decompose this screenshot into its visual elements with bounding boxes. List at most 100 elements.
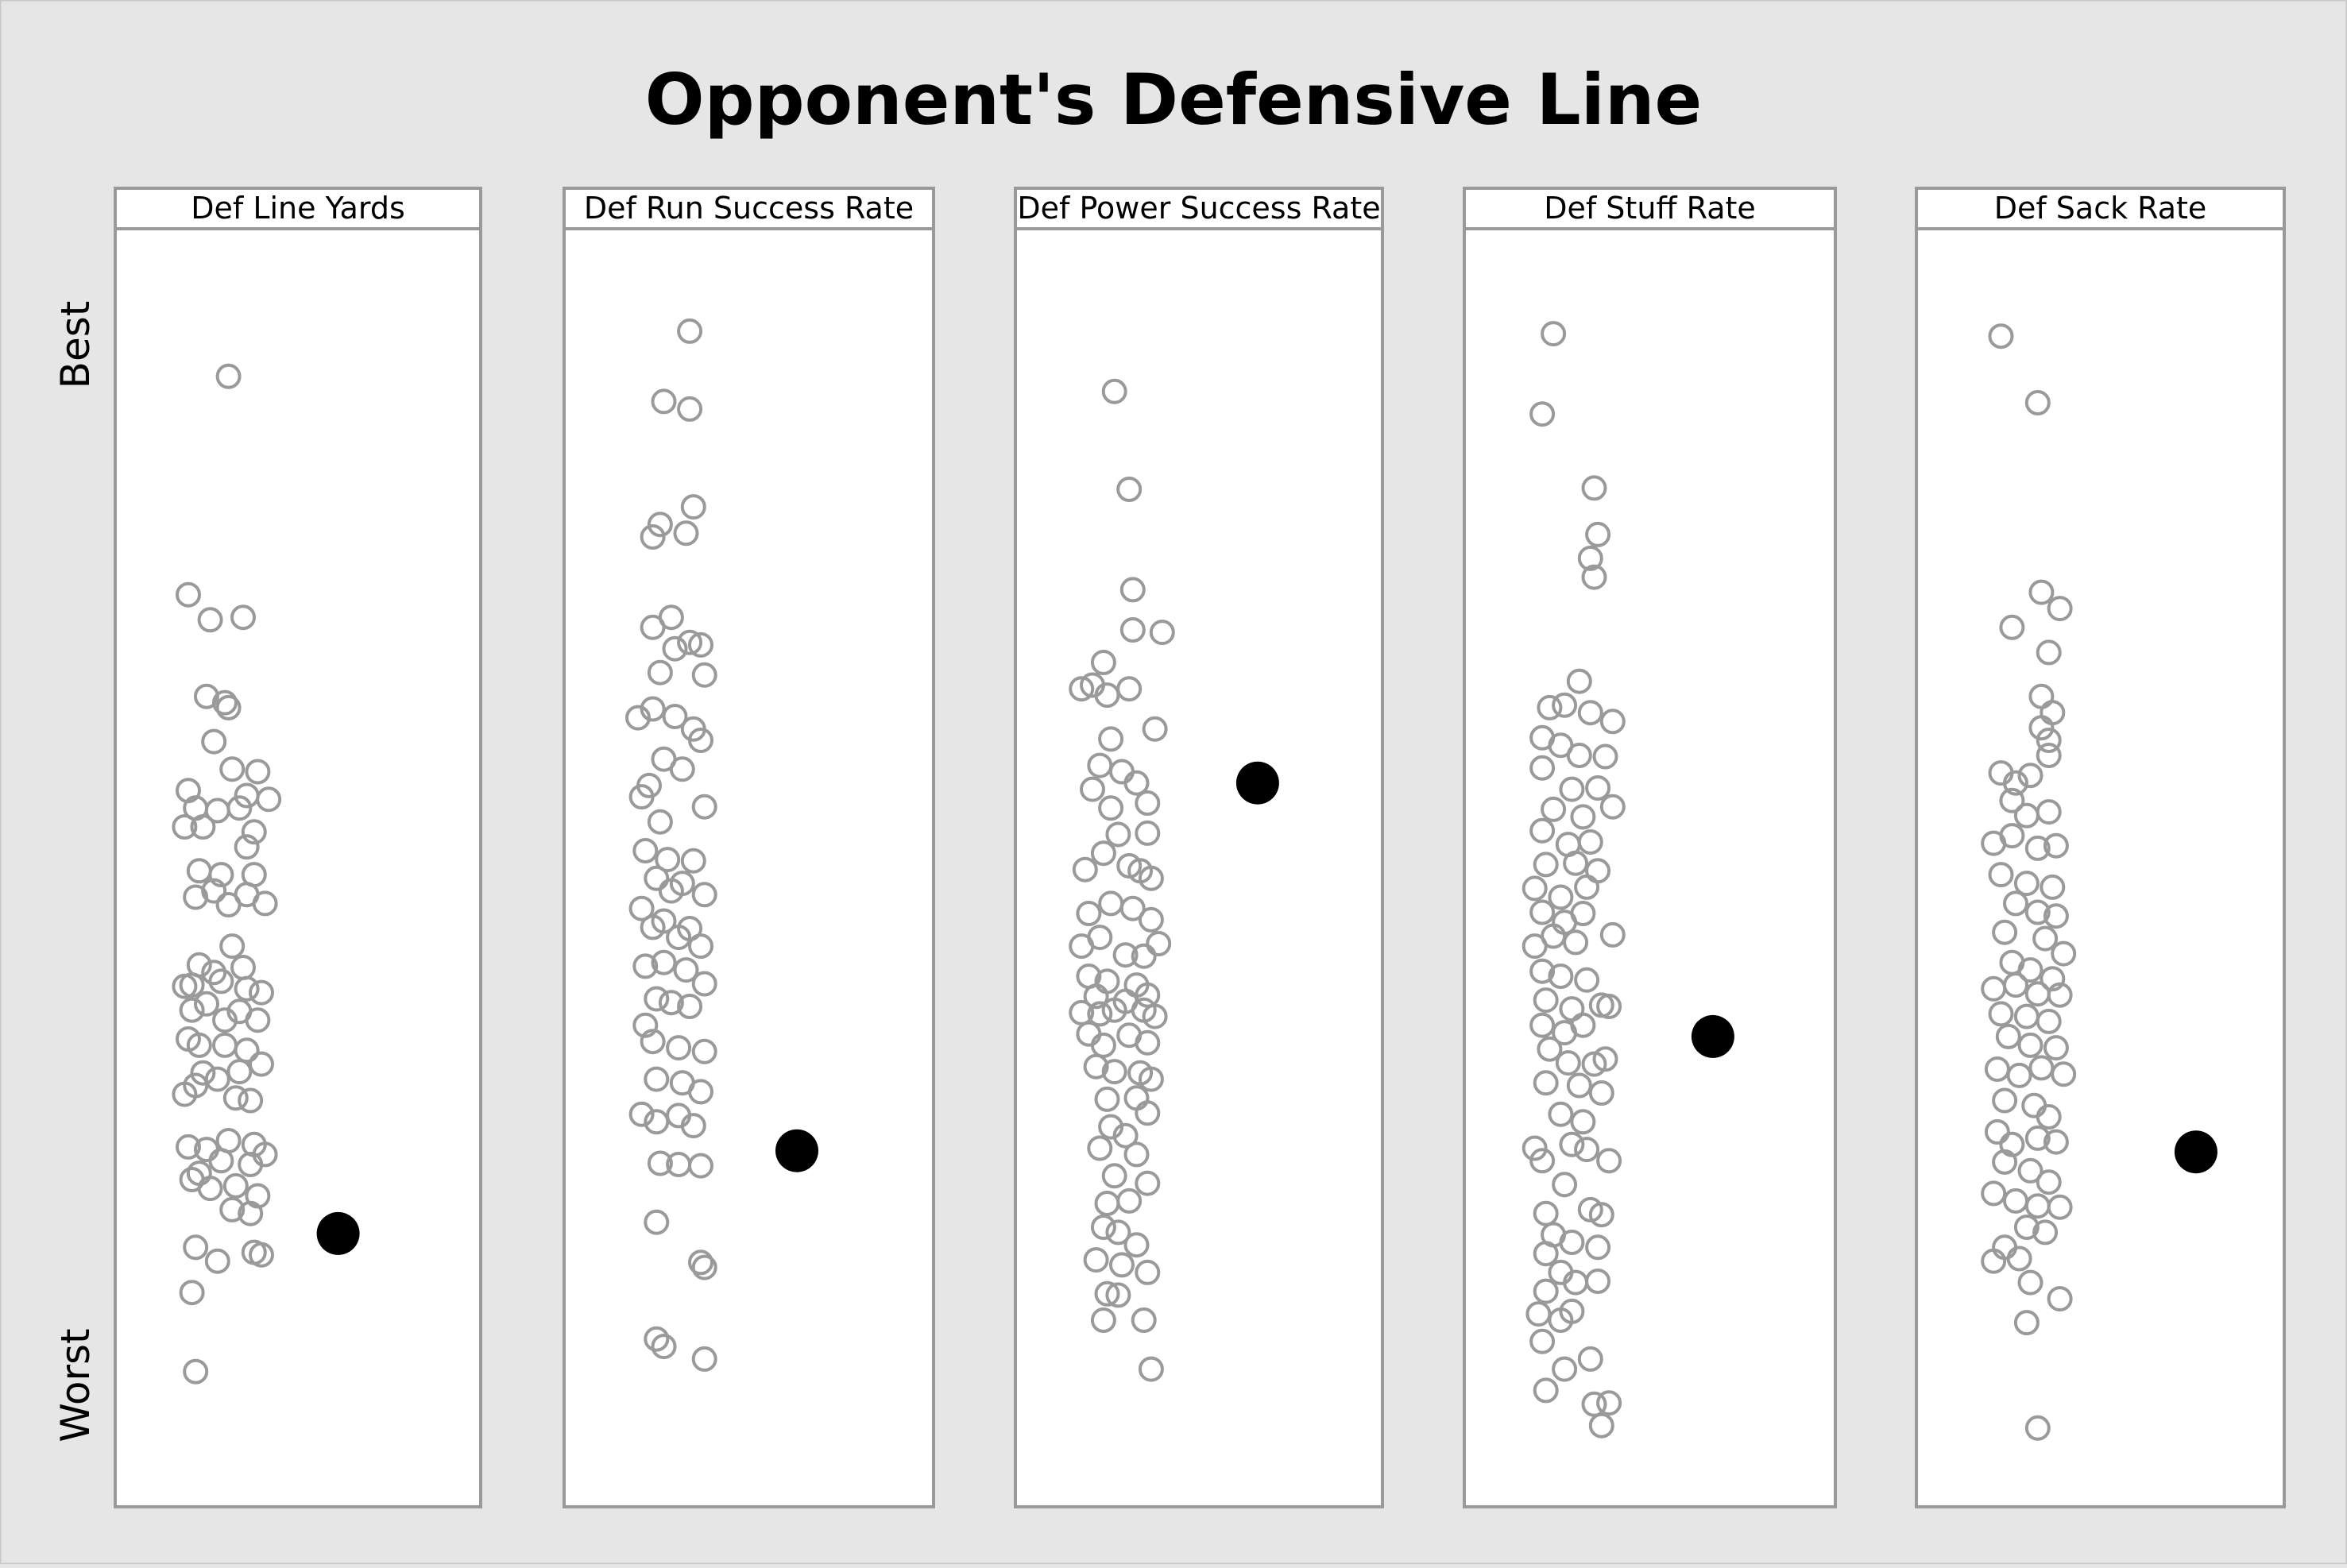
team-point bbox=[1135, 1100, 1161, 1126]
team-point bbox=[1094, 1280, 1120, 1307]
team-point bbox=[183, 884, 209, 910]
team-point bbox=[669, 756, 695, 782]
team-point bbox=[640, 1029, 666, 1055]
team-point bbox=[1533, 852, 1559, 878]
team-point bbox=[1083, 983, 1109, 1010]
team-point bbox=[1098, 795, 1124, 821]
team-point bbox=[1574, 874, 1600, 900]
team-point bbox=[1533, 987, 1559, 1014]
team-point bbox=[219, 933, 246, 960]
team-point bbox=[688, 631, 713, 658]
team-point bbox=[1142, 716, 1168, 742]
team-point bbox=[1577, 700, 1603, 726]
team-point bbox=[644, 1326, 670, 1352]
team-point bbox=[2047, 982, 2073, 1008]
team-point bbox=[1992, 1087, 2018, 1114]
team-point bbox=[1135, 1170, 1161, 1196]
team-point bbox=[651, 908, 677, 934]
team-point bbox=[644, 1066, 670, 1092]
team-point bbox=[1563, 929, 1589, 956]
team-point bbox=[1533, 1070, 1559, 1096]
team-point bbox=[1988, 323, 2014, 350]
team-point bbox=[219, 756, 246, 782]
team-point bbox=[1529, 1328, 1556, 1354]
team-point bbox=[1548, 1101, 1574, 1127]
team-point bbox=[1596, 1148, 1622, 1174]
panel-frame bbox=[563, 187, 935, 1508]
team-point bbox=[208, 1148, 234, 1174]
panel-label: Def Line Yards bbox=[191, 191, 405, 226]
team-point bbox=[680, 1113, 706, 1139]
team-point bbox=[2006, 1246, 2032, 1272]
team-point bbox=[640, 524, 666, 550]
team-point bbox=[1581, 475, 1607, 501]
team-point bbox=[2036, 639, 2062, 666]
team-point bbox=[673, 520, 699, 546]
team-point bbox=[1529, 755, 1556, 781]
team-point bbox=[677, 994, 703, 1019]
team-point bbox=[2036, 1169, 2062, 1195]
team-point bbox=[1585, 1234, 1611, 1261]
team-point bbox=[2024, 1415, 2051, 1441]
team-point bbox=[2003, 972, 2028, 998]
team-point bbox=[2013, 1215, 2040, 1240]
team-point bbox=[666, 1035, 692, 1061]
team-point bbox=[625, 705, 651, 731]
team-point bbox=[249, 1242, 274, 1268]
team-point bbox=[1105, 821, 1131, 848]
team-point bbox=[1570, 1012, 1596, 1038]
team-point bbox=[2051, 940, 2077, 967]
team-point bbox=[1592, 1046, 1618, 1072]
team-point bbox=[222, 1085, 249, 1111]
team-point bbox=[632, 1012, 659, 1038]
team-point bbox=[2032, 925, 2059, 952]
team-point bbox=[252, 890, 278, 917]
team-point bbox=[215, 363, 242, 389]
team-point bbox=[1529, 1148, 1556, 1174]
team-point bbox=[212, 689, 238, 716]
team-point bbox=[1138, 1066, 1164, 1092]
team-point bbox=[1599, 709, 1626, 735]
team-point bbox=[2017, 763, 2043, 789]
team-point bbox=[1069, 676, 1095, 702]
team-point bbox=[1585, 1269, 1611, 1294]
team-point bbox=[234, 834, 260, 860]
team-point bbox=[677, 318, 703, 344]
team-point bbox=[1537, 694, 1563, 720]
team-point bbox=[1541, 796, 1567, 822]
team-point bbox=[1142, 1003, 1168, 1029]
team-point bbox=[1529, 899, 1556, 925]
team-point bbox=[647, 659, 673, 686]
team-point bbox=[1559, 1131, 1585, 1157]
team-point bbox=[215, 694, 242, 720]
team-point bbox=[238, 1200, 264, 1226]
y-axis-best-label: Best bbox=[52, 301, 99, 389]
team-point bbox=[688, 1153, 713, 1179]
team-point bbox=[1076, 901, 1102, 926]
team-point bbox=[1101, 378, 1127, 404]
team-point bbox=[249, 979, 274, 1006]
team-point bbox=[222, 1172, 249, 1199]
team-point bbox=[1566, 668, 1592, 694]
team-point bbox=[677, 396, 703, 422]
team-point bbox=[628, 895, 655, 921]
team-point bbox=[1574, 967, 1600, 993]
team-point bbox=[1098, 726, 1124, 752]
panel-label: Def Stuff Rate bbox=[1544, 191, 1756, 226]
team-point bbox=[2051, 1061, 2077, 1087]
team-point bbox=[1116, 477, 1143, 502]
team-point bbox=[256, 786, 282, 813]
team-point bbox=[201, 728, 227, 755]
team-point bbox=[2003, 890, 2028, 917]
team-point bbox=[644, 865, 670, 891]
team-point bbox=[1552, 1356, 1578, 1382]
team-point bbox=[688, 933, 713, 960]
team-point bbox=[669, 871, 695, 897]
team-point bbox=[2043, 1129, 2069, 1155]
team-point bbox=[2024, 835, 2051, 861]
team-point bbox=[212, 1007, 238, 1033]
team-point bbox=[245, 1007, 271, 1033]
team-point bbox=[2013, 1310, 2040, 1336]
team-point bbox=[1123, 1232, 1150, 1258]
